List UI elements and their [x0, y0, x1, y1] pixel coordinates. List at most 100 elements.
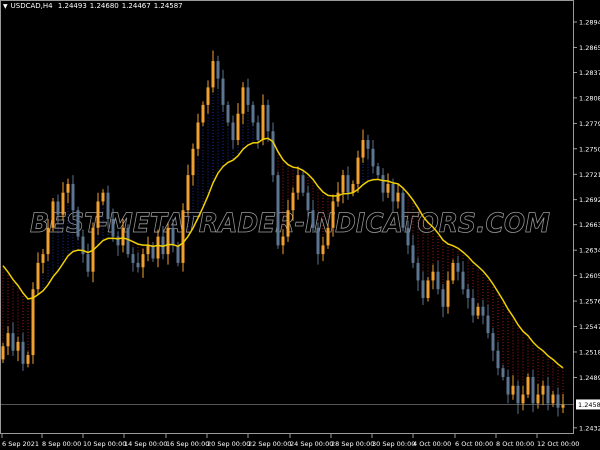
candle-body: [376, 166, 380, 176]
price-tick-label: 1.26920: [579, 196, 600, 204]
candle-body: [401, 192, 405, 228]
candle-body: [21, 341, 25, 364]
candle-body: [221, 78, 225, 105]
candle-body: [246, 87, 250, 105]
candle-body: [531, 376, 535, 404]
candle-body: [391, 183, 395, 202]
watermark: BEST-METATRADER-INDICATORS.COM: [30, 208, 550, 239]
candle-body: [156, 236, 160, 259]
time-tick-label: 14 Sep 00:00: [124, 440, 167, 448]
candle-body: [276, 175, 280, 246]
candle-body: [166, 227, 170, 255]
candle-body: [346, 175, 350, 193]
current-price-box: [576, 399, 600, 410]
candle-body: [81, 236, 85, 255]
candle-body: [371, 148, 375, 167]
candle-body: [291, 192, 295, 211]
candle-body: [561, 404, 565, 408]
candle-body: [36, 262, 40, 290]
candle-body: [541, 385, 545, 395]
candle-body: [111, 219, 115, 237]
price-tick-label: 1.26055: [579, 272, 600, 280]
candle-body: [266, 104, 270, 132]
candle-body: [161, 236, 165, 255]
price-tick-label: 1.27500: [579, 145, 600, 153]
candle-body: [71, 183, 75, 211]
collapse-triangle-icon[interactable]: ▼: [3, 3, 8, 10]
price-tick-label: 1.27210: [579, 171, 600, 179]
price-tick-label: 1.27790: [579, 120, 600, 128]
candle-body: [506, 376, 510, 395]
candle-body: [6, 333, 10, 347]
time-tick-label: 20 Sep 00:00: [207, 440, 250, 448]
price-tick-label: 1.28655: [579, 44, 600, 52]
moving-average-line: [2, 137, 564, 369]
candle-body: [176, 245, 180, 263]
candle-body: [481, 306, 485, 316]
candle-body: [521, 394, 525, 404]
time-tick-label: 16 Sep 00:00: [166, 440, 209, 448]
candle-body: [526, 376, 530, 395]
price-tick-label: 1.28945: [579, 19, 600, 27]
candle-body: [421, 280, 425, 299]
candle-body: [151, 245, 155, 259]
candle-body: [311, 210, 315, 228]
candle-body: [56, 201, 60, 215]
price-tick-label: 1.26635: [579, 221, 600, 229]
candle-body: [231, 122, 235, 141]
candle-body: [186, 175, 190, 211]
time-tick-label: 8 Sep 00:00: [42, 440, 81, 448]
candle-body: [96, 201, 100, 228]
candle-body: [316, 227, 320, 255]
candle-body: [366, 140, 370, 149]
time-tick-label: 28 Sep 00:00: [331, 440, 374, 448]
candle-body: [496, 350, 500, 369]
candle-body: [431, 271, 435, 281]
candle-body: [551, 394, 555, 404]
candle-body: [116, 236, 120, 246]
price-tick-label: 1.24320: [579, 424, 600, 432]
candle-body: [516, 385, 520, 404]
candle-body: [216, 61, 220, 79]
candle-body: [351, 183, 355, 193]
candle-body: [406, 227, 410, 246]
candle-body: [86, 254, 90, 272]
candle-body: [546, 385, 550, 404]
candle-body: [356, 157, 360, 184]
price-tick-label: 1.24895: [579, 374, 600, 382]
candle-body: [181, 210, 185, 263]
candle-body: [241, 87, 245, 114]
time-tick-label: 30 Sep 00:00: [372, 440, 415, 448]
current-price-label: 1.24587: [578, 401, 600, 409]
candle-body: [66, 183, 70, 193]
candle-body: [471, 298, 475, 316]
symbol-label: USDCAD,H4: [10, 2, 53, 10]
candle-body: [11, 333, 15, 351]
time-tick-label: 10 Sep 00:00: [83, 440, 126, 448]
candle-body: [396, 192, 400, 202]
candle-body: [206, 87, 210, 105]
candle-body: [211, 61, 215, 88]
candle-body: [341, 175, 345, 193]
candle-body: [451, 262, 455, 281]
candle-body: [256, 122, 260, 141]
candle-body: [491, 333, 495, 351]
candle-body: [321, 245, 325, 255]
candle-body: [501, 368, 505, 377]
candle-body: [171, 227, 175, 246]
candle-body: [281, 236, 285, 246]
candle-body: [296, 175, 300, 193]
candle-body: [336, 192, 340, 202]
candle-body: [226, 104, 230, 123]
time-tick-label: 6 Sep 2021: [2, 440, 39, 448]
candle-body: [141, 254, 145, 268]
candle-body: [486, 315, 490, 334]
candle-body: [446, 280, 450, 307]
candle-body: [121, 227, 125, 246]
price-tick-label: 1.26345: [579, 247, 600, 255]
time-tick-label: 22 Sep 00:00: [248, 440, 291, 448]
candle-body: [386, 183, 390, 193]
candle-body: [411, 245, 415, 263]
